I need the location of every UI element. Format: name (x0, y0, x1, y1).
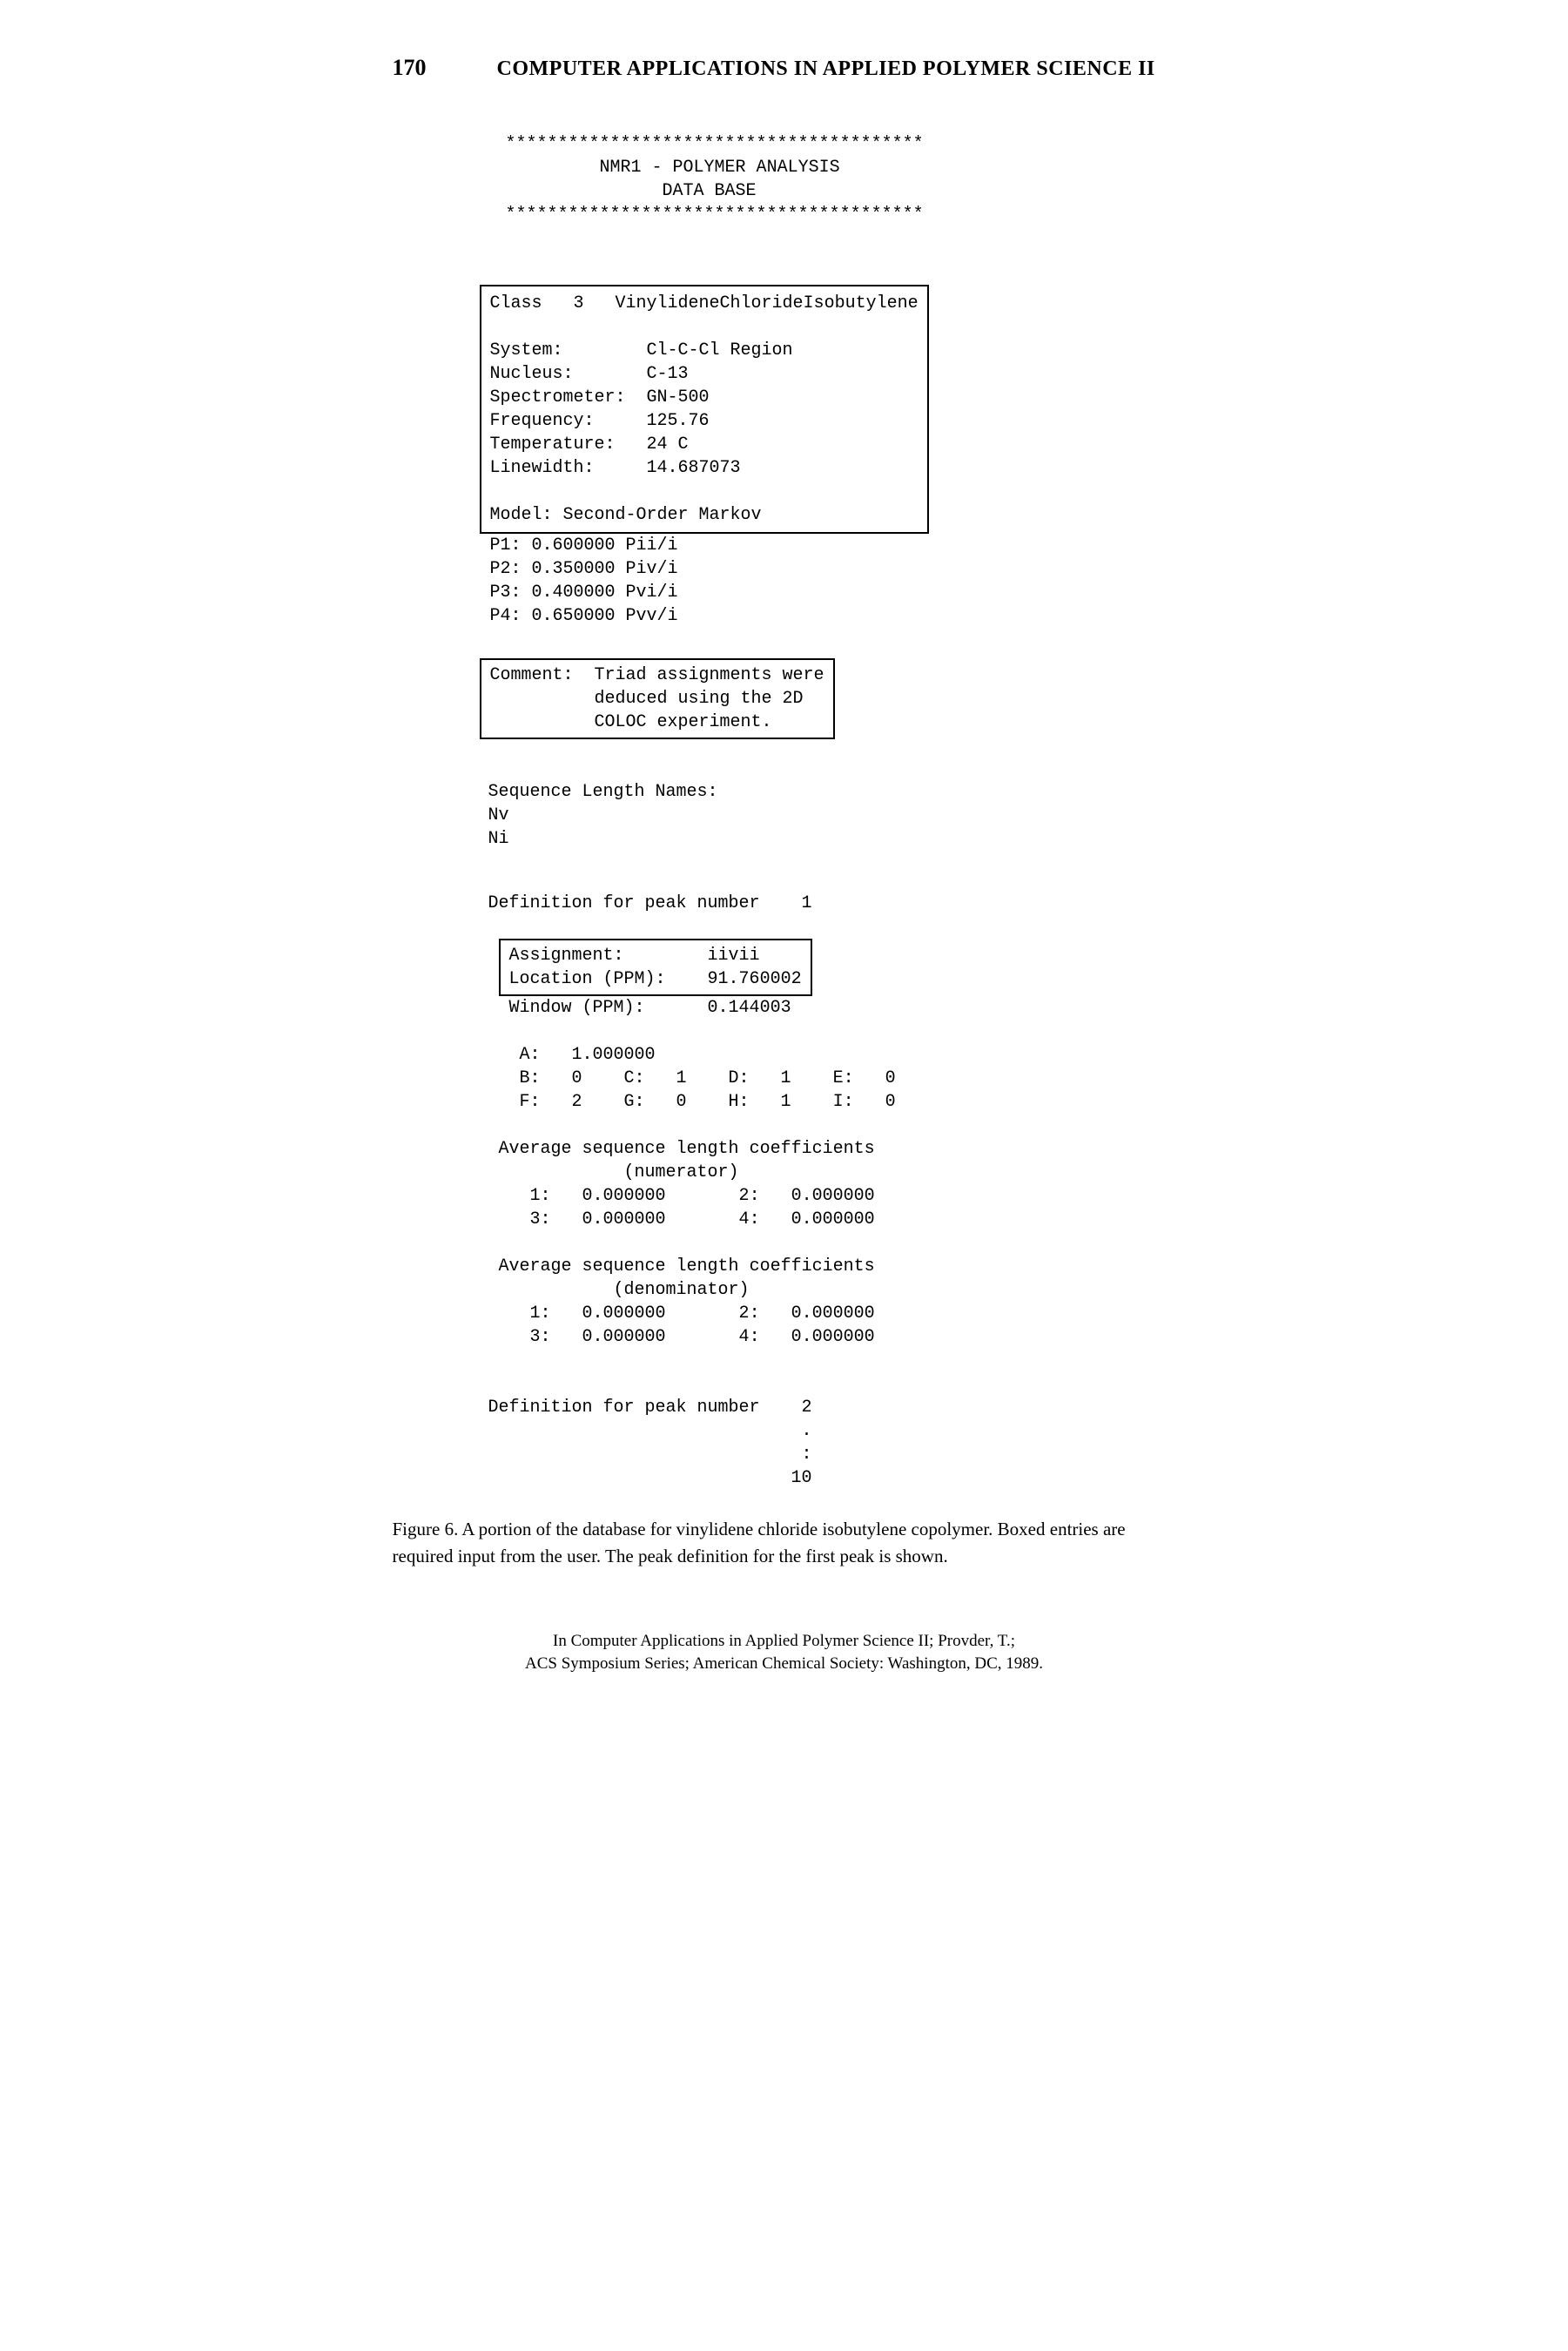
p2-line: P2: 0.350000 Piv/i (490, 559, 678, 579)
peak1-box: Assignment: iivii Location (PPM): 91.760… (499, 939, 812, 996)
nucleus-line: Nucleus: C-13 (490, 364, 689, 384)
peak1-assignment: Assignment: iivii (509, 946, 760, 966)
system-line: System: Cl-C-Cl Region (490, 340, 793, 360)
footer-l1: In Computer Applications in Applied Poly… (393, 1630, 1176, 1653)
peak1-num-title: Average sequence length coefficients (499, 1139, 875, 1159)
comment-l2: deduced using the 2D (490, 689, 804, 709)
p1-line: P1: 0.600000 Pii/i (490, 536, 678, 556)
peak1-window: Window (PPM): 0.144003 (509, 998, 791, 1018)
temperature-line: Temperature: 24 C (490, 434, 689, 455)
comment-l3: COLOC experiment. (490, 712, 772, 732)
p3-line: P3: 0.400000 Pvi/i (490, 583, 678, 603)
peak1-def: Definition for peak number 1 (488, 893, 812, 913)
model-line: Model: Second-Order Markov (490, 505, 762, 525)
spectrometer-line: Spectrometer: GN-500 (490, 387, 710, 408)
figure-caption: Figure 6. A portion of the database for … (393, 1516, 1176, 1569)
peak2-ten: 10 (488, 1468, 812, 1488)
peak2-dot2: : (488, 1445, 812, 1465)
peak1-den-r2: 3: 0.000000 4: 0.000000 (499, 1327, 875, 1347)
peak2-dot1: . (488, 1421, 812, 1441)
page: 170 COMPUTER APPLICATIONS IN APPLIED POL… (393, 52, 1176, 1675)
comment-section: Comment: Triad assignments were deduced … (480, 635, 1176, 739)
header-title-2: DATA BASE (663, 181, 757, 201)
footer-l2: ACS Symposium Series; American Chemical … (393, 1653, 1176, 1675)
peak1-den-r1: 1: 0.000000 2: 0.000000 (499, 1303, 875, 1324)
seq-ni: Ni (488, 829, 509, 849)
peak1-num-r1: 1: 0.000000 2: 0.000000 (499, 1186, 875, 1206)
footer: In Computer Applications in Applied Poly… (393, 1630, 1176, 1674)
stars-bottom: **************************************** (506, 205, 924, 225)
comment-l1: Comment: Triad assignments were (490, 665, 824, 685)
peak1-row1: B: 0 C: 1 D: 1 E: 0 (488, 1068, 896, 1088)
header-row: 170 COMPUTER APPLICATIONS IN APPLIED POL… (393, 52, 1176, 83)
peak1-section: Definition for peak number 1 Assignment:… (488, 868, 1176, 1490)
stars-top: **************************************** (506, 134, 924, 154)
sequence-section: Sequence Length Names: Nv Ni (488, 757, 1176, 851)
header-title-1: NMR1 - POLYMER ANALYSIS (600, 158, 840, 178)
page-title: COMPUTER APPLICATIONS IN APPLIED POLYMER… (497, 55, 1155, 83)
peak1-location: Location (PPM): 91.760002 (509, 969, 802, 989)
class-line: Class 3 VinylideneChlorideIsobutylene (490, 293, 919, 313)
seq-nv: Nv (488, 805, 509, 825)
peak1-num-sub: (numerator) (499, 1162, 739, 1182)
peak1-row2: F: 2 G: 0 H: 1 I: 0 (488, 1092, 896, 1112)
comment-box: Comment: Triad assignments were deduced … (480, 658, 835, 739)
peak1-num-r2: 3: 0.000000 4: 0.000000 (499, 1209, 875, 1229)
linewidth-line: Linewidth: 14.687073 (490, 458, 741, 478)
program-header: ****************************************… (506, 109, 1176, 226)
peak1-den-title: Average sequence length coefficients (499, 1256, 875, 1277)
page-number: 170 (393, 52, 497, 83)
class-box: Class 3 VinylideneChlorideIsobutylene Sy… (480, 285, 929, 534)
peak2-def: Definition for peak number 2 (488, 1398, 812, 1418)
peak1-den-sub: (denominator) (499, 1280, 750, 1300)
frequency-line: Frequency: 125.76 (490, 411, 710, 431)
p4-line: P4: 0.650000 Pvv/i (490, 606, 678, 626)
seq-title: Sequence Length Names: (488, 782, 718, 802)
class-section: Class 3 VinylideneChlorideIsobutylene Sy… (480, 261, 1176, 628)
peak1-a: A: 1.000000 (488, 1045, 656, 1065)
